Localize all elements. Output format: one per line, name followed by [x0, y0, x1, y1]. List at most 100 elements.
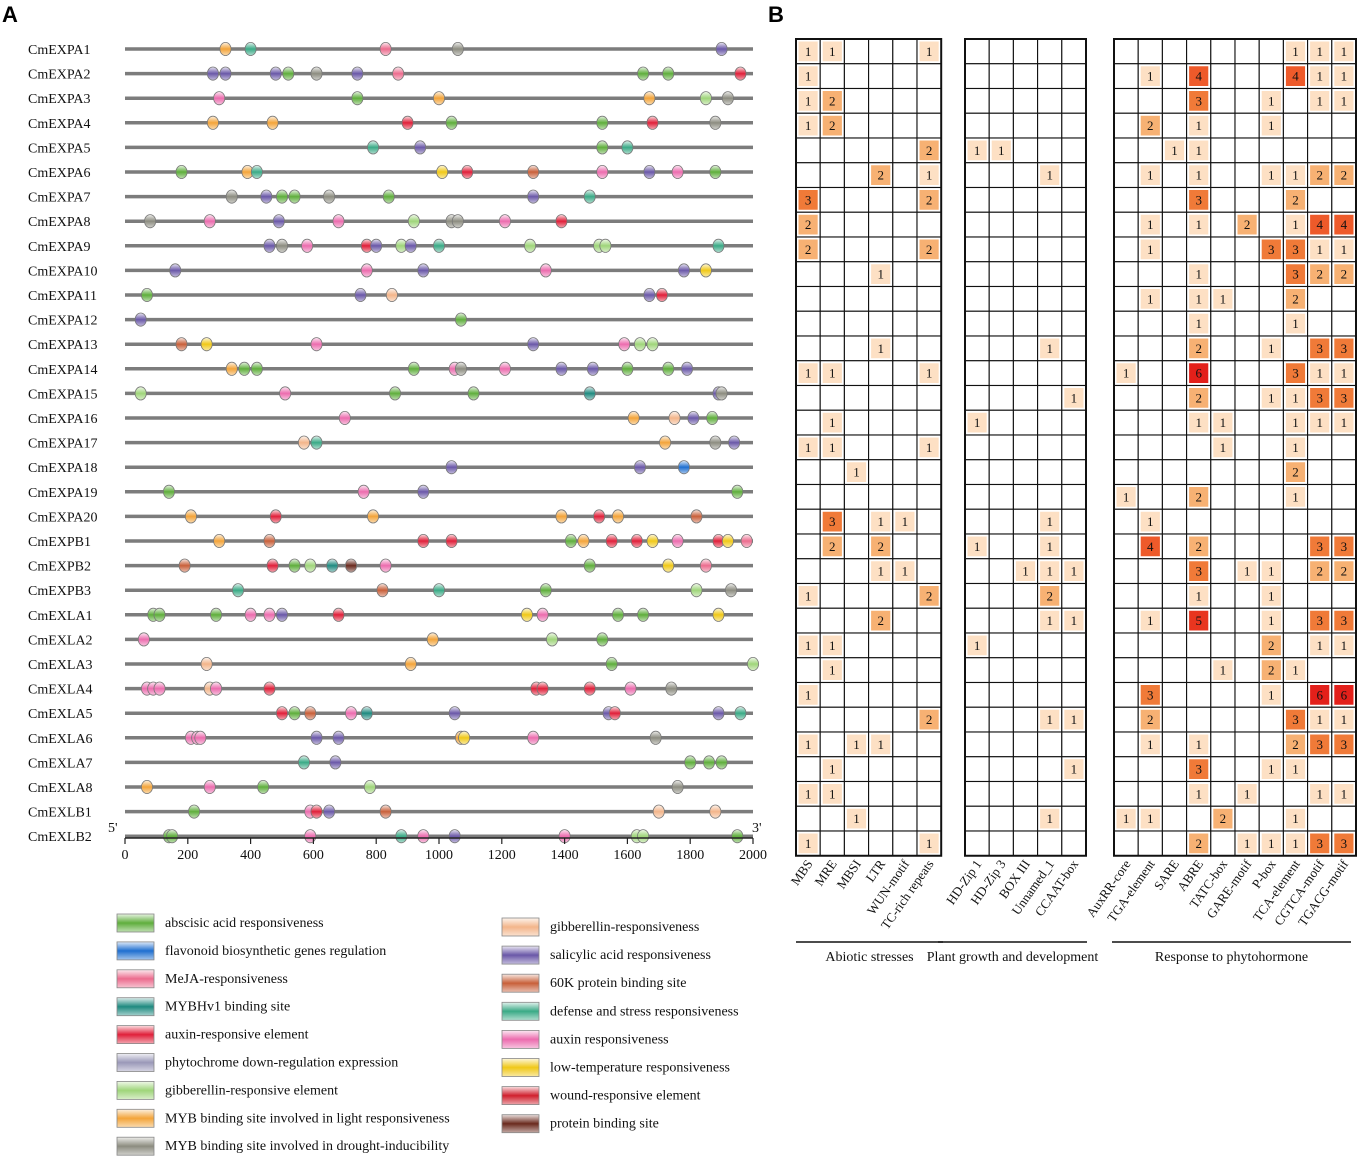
- group-label: Response to phytohormone: [1155, 950, 1308, 965]
- cis-element-aba: [637, 66, 650, 81]
- heatmap-cell: [892, 731, 918, 758]
- heatmap-cell: [868, 236, 894, 263]
- heatmap-cell-fill: [1213, 412, 1233, 433]
- heatmap-cell: [1234, 335, 1260, 362]
- heatmap-cell: [1234, 607, 1260, 634]
- heatmap-cell-value: 1: [902, 564, 909, 579]
- cis-element-myb_light: [611, 509, 624, 524]
- heatmap-cell-value: 1: [1292, 316, 1299, 331]
- heatmap-cell: [1210, 533, 1236, 560]
- cis-element-sa: [643, 164, 656, 179]
- cis-element-auxin_resp: [310, 337, 323, 352]
- heatmap-cell-value: 1: [1046, 712, 1053, 727]
- heatmap-cell-fill: [1189, 190, 1209, 210]
- gene-label: CmEXPB2: [28, 560, 91, 575]
- heatmap-cell: [819, 731, 845, 758]
- heatmap-cell-fill: [1285, 41, 1306, 62]
- cis-element-defense: [395, 829, 408, 844]
- cis-element-aba: [454, 312, 467, 327]
- heatmap-cell-fill: [1064, 759, 1084, 779]
- heatmap-cell: [1161, 706, 1188, 733]
- heatmap-cell-value: 1: [1046, 168, 1053, 183]
- heatmap-cell: [819, 186, 845, 213]
- heatmap-cell: [868, 137, 894, 164]
- cis-element-auxin_el: [536, 681, 549, 696]
- heatmap-cell: [795, 261, 821, 288]
- heatmap-cell-value: 2: [829, 118, 836, 133]
- heatmap-cell: [1234, 657, 1260, 684]
- cis-element-lowtemp: [721, 534, 734, 549]
- heatmap-cell-fill: [1261, 388, 1281, 408]
- heatmap-cell: [916, 632, 942, 659]
- heatmap-cell-fill: [822, 363, 842, 383]
- heatmap-cell: [964, 87, 990, 114]
- gene-label: CmEXLA4: [28, 683, 93, 698]
- heatmap-cell: [1307, 285, 1333, 312]
- cis-element-myb_light: [213, 534, 226, 549]
- heatmap-cell-value: 1: [1292, 415, 1299, 430]
- heatmap-cell-fill: [822, 437, 842, 458]
- heatmap-cell: [1061, 63, 1087, 90]
- heatmap-cell-fill: [1140, 289, 1160, 309]
- heatmap-cell-value: 1: [902, 514, 909, 529]
- heatmap-cell: [1234, 756, 1260, 783]
- heatmap-cell-fill: [919, 709, 939, 730]
- gene-label: CmEXPA14: [28, 363, 98, 378]
- gene-label: CmEXPA9: [28, 240, 91, 255]
- heatmap-cell-value: 1: [1341, 366, 1348, 381]
- cis-element-aba: [175, 164, 188, 179]
- heatmap-cell: [1012, 112, 1039, 139]
- heatmap-cell-value: 2: [1341, 168, 1348, 183]
- heatmap-cell: [1186, 681, 1212, 708]
- legend-label: MYBHv1 binding site: [165, 1000, 290, 1015]
- cis-element-p60k: [178, 558, 191, 573]
- heatmap-cell: [1234, 63, 1260, 90]
- cis-element-aba: [703, 755, 716, 770]
- heatmap-cell: [868, 211, 894, 238]
- heatmap-cell: [1307, 508, 1333, 535]
- heatmap-cell: [988, 459, 1014, 486]
- heatmap-cell-value: 4: [1195, 69, 1202, 84]
- cis-element-mybhv1: [326, 558, 339, 573]
- cis-element-ga_resp: [668, 410, 681, 425]
- heatmap-cell-value: 1: [805, 44, 812, 59]
- cis-element-myb_drought: [144, 214, 157, 229]
- heatmap-cell: [1331, 657, 1357, 684]
- heatmap-cell-value: 3: [1195, 93, 1202, 108]
- heatmap-cell-value: 1: [829, 44, 836, 59]
- heatmap-cell: [1161, 681, 1188, 708]
- heatmap-cell-fill: [1040, 586, 1060, 606]
- heatmap-cell-value: 1: [1046, 564, 1053, 579]
- heatmap-cell-value: 1: [805, 687, 812, 702]
- heatmap-cell: [892, 533, 918, 560]
- cis-element-sa: [323, 804, 336, 819]
- heatmap-cell: [1113, 112, 1139, 139]
- heatmap-cell: [1161, 731, 1188, 758]
- cis-element-sa: [134, 312, 147, 327]
- cis-element-myb_light: [184, 509, 197, 524]
- heatmap-cell: [819, 261, 845, 288]
- cis-element-sa: [643, 287, 656, 302]
- heatmap-cell: [795, 558, 821, 585]
- heatmap-cell-fill: [1116, 363, 1136, 383]
- heatmap-cell-fill: [1261, 685, 1281, 705]
- heatmap-cell-fill: [1310, 388, 1330, 408]
- heatmap-cell: [1161, 261, 1188, 288]
- heatmap-cell: [795, 310, 821, 337]
- heatmap-cell: [1161, 162, 1188, 189]
- heatmap-cell-fill: [1334, 165, 1354, 185]
- heatmap-cell-value: 2: [1268, 638, 1275, 653]
- heatmap-cell-fill: [1285, 363, 1306, 383]
- heatmap-cell-value: 1: [1268, 762, 1275, 777]
- heatmap-cell-value: 1: [1316, 786, 1323, 801]
- heatmap-cell: [1307, 310, 1333, 337]
- heatmap-cell: [1161, 582, 1188, 609]
- heatmap-cell-fill: [1261, 759, 1281, 779]
- heatmap-cell-value: 1: [926, 836, 933, 851]
- heatmap-cell: [1113, 780, 1139, 807]
- heatmap-cell: [1258, 186, 1284, 213]
- heatmap-cell: [1307, 657, 1333, 684]
- heatmap-cell-fill: [1285, 660, 1306, 680]
- heatmap-cell-fill: [798, 190, 818, 210]
- heatmap-cell-value: 3: [1292, 366, 1299, 381]
